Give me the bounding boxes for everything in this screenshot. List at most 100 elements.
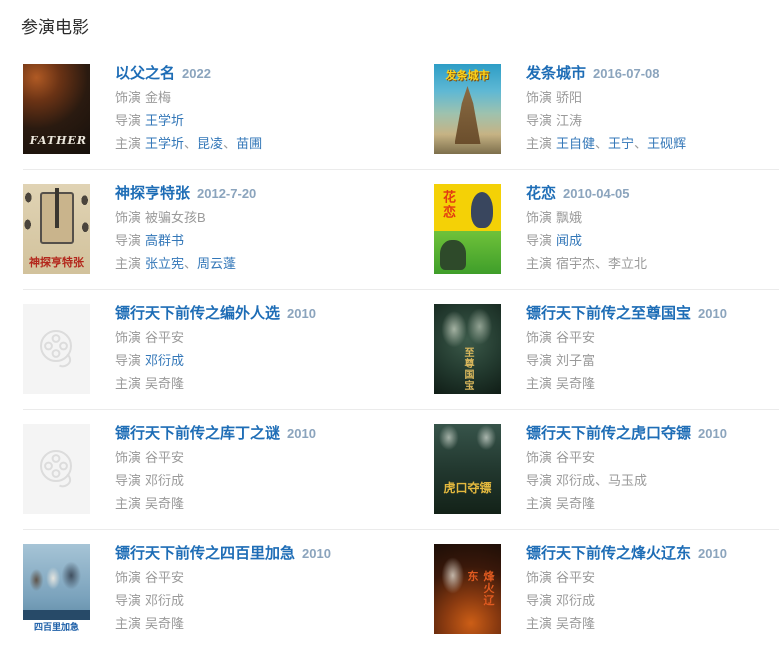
director-name: 邓衍成: [556, 593, 596, 608]
movie-poster[interactable]: 花恋: [434, 184, 501, 274]
movie-info: 镖行天下前传之编外人选 2010 饰演 谷平安 导演 邓衍成 主演 吴奇隆: [115, 304, 434, 394]
star-name-link[interactable]: 王自健: [556, 136, 596, 151]
movie-info: 神探亨特张 2012-7-20 饰演 被骗女孩B 导演 高群书 主演 张立宪、周云蓬: [115, 184, 434, 274]
movie-poster[interactable]: [23, 304, 90, 394]
movie-info: 镖行天下前传之虎口夺镖 2010 饰演 谷平安 导演 邓衍成、马玉成 主演 吴奇隆: [526, 424, 779, 514]
movie-row: 镖行天下前传之编外人选 2010 饰演 谷平安 导演 邓衍成 主演 吴奇隆 至尊国宝 镖…: [23, 290, 779, 410]
poster-caption: 四百里加急: [33, 622, 79, 632]
role-name: 谷平安: [145, 450, 185, 465]
movie-card: 镖行天下前传之库丁之谜 2010 饰演 谷平安 导演 邓衍成 主演 吴奇隆: [23, 424, 434, 514]
movie-title-link[interactable]: 镖行天下前传之编外人选: [115, 305, 281, 322]
director-label: 导演: [526, 353, 553, 368]
director-line: 导演 邓衍成、马玉成: [526, 473, 779, 489]
movie-poster[interactable]: FATHER: [23, 64, 90, 154]
role-label: 饰演: [115, 330, 142, 345]
star-name-link[interactable]: 苗圃: [236, 136, 263, 151]
starring-line: 主演 吴奇隆: [526, 376, 779, 392]
director-name: 刘子富: [556, 353, 596, 368]
role-line: 饰演 金梅: [115, 90, 434, 106]
movie-poster[interactable]: 发条城市: [434, 64, 501, 154]
director-line: 导演 江涛: [526, 113, 779, 129]
star-name: 吴奇隆: [556, 376, 596, 391]
role-name: 金梅: [145, 90, 172, 105]
movie-info: 镖行天下前传之四百里加急 2010 饰演 谷平安 导演 邓衍成 主演 吴奇隆: [115, 544, 434, 634]
role-line: 饰演 谷平安: [526, 450, 779, 466]
star-name-link[interactable]: 王学圻: [145, 136, 185, 151]
role-line: 饰演 骄阳: [526, 90, 779, 106]
star-name: 吴奇隆: [556, 616, 596, 631]
role-label: 饰演: [115, 90, 142, 105]
starring-line: 主演 吴奇隆: [115, 376, 434, 392]
role-label: 饰演: [526, 210, 553, 225]
star-name: 李立北: [608, 256, 648, 271]
film-reel-icon: [39, 450, 72, 488]
starring-label: 主演: [115, 496, 142, 511]
name-separator: 、: [595, 473, 609, 488]
role-name: 飘娥: [556, 210, 583, 225]
director-label: 导演: [526, 233, 553, 248]
movie-title-link[interactable]: 以父之名: [115, 65, 176, 82]
role-name: 谷平安: [145, 570, 185, 585]
director-name-link[interactable]: 邓衍成: [145, 353, 185, 368]
star-name-link[interactable]: 张立宪: [145, 256, 185, 271]
movie-date: 2012-7-20: [197, 186, 257, 201]
name-separator: 、: [595, 256, 609, 271]
movie-title-link[interactable]: 花恋: [526, 185, 557, 202]
director-name-link[interactable]: 闻成: [556, 233, 583, 248]
movie-poster[interactable]: 烽火辽东: [434, 544, 501, 634]
movie-poster[interactable]: 四百里加急: [23, 544, 90, 634]
director-name: 邓衍成: [145, 593, 185, 608]
name-separator: 、: [184, 256, 198, 271]
role-label: 饰演: [115, 210, 142, 225]
director-name: 马玉成: [608, 473, 648, 488]
starring-label: 主演: [526, 376, 553, 391]
role-name: 谷平安: [145, 330, 185, 345]
movie-title-link[interactable]: 镖行天下前传之烽火辽东: [526, 545, 692, 562]
star-name-link[interactable]: 王砚辉: [647, 136, 687, 151]
role-line: 饰演 谷平安: [526, 570, 779, 586]
movie-info: 镖行天下前传之烽火辽东 2010 饰演 谷平安 导演 邓衍成 主演 吴奇隆: [526, 544, 779, 634]
movie-poster[interactable]: [23, 424, 90, 514]
movie-row: 四百里加急 镖行天下前传之四百里加急 2010 饰演 谷平安 导演 邓衍成 主演 吴奇隆…: [23, 530, 779, 649]
starring-label: 主演: [526, 256, 553, 271]
star-name-link[interactable]: 王宁: [608, 136, 635, 151]
movie-card: 花恋 花恋 2010-04-05 饰演 飘娥 导演 闻成 主演 宿宇杰、李立北: [434, 184, 779, 274]
movie-title-link[interactable]: 镖行天下前传之至尊国宝: [526, 305, 692, 322]
movie-date: 2010-04-05: [563, 186, 630, 201]
star-name-link[interactable]: 昆凌: [197, 136, 224, 151]
movie-title-link[interactable]: 镖行天下前传之库丁之谜: [115, 425, 281, 442]
starring-line: 主演 王学圻、昆凌、苗圃: [115, 136, 434, 152]
movie-title-link[interactable]: 镖行天下前传之四百里加急: [115, 545, 296, 562]
movie-date: 2016-07-08: [593, 66, 660, 81]
director-name-link[interactable]: 王学圻: [145, 113, 185, 128]
starring-line: 主演 吴奇隆: [526, 616, 779, 632]
role-name: 谷平安: [556, 330, 596, 345]
movie-row: FATHER 以父之名 2022 饰演 金梅 导演 王学圻 主演 王学圻、昆凌、苗圃 发…: [23, 64, 779, 170]
director-label: 导演: [115, 593, 142, 608]
movie-title-link[interactable]: 发条城市: [526, 65, 587, 82]
star-name: 吴奇隆: [145, 376, 185, 391]
movie-title-link[interactable]: 神探亨特张: [115, 185, 191, 202]
movie-info: 镖行天下前传之至尊国宝 2010 饰演 谷平安 导演 刘子富 主演 吴奇隆: [526, 304, 779, 394]
movie-date: 2022: [182, 66, 211, 81]
movie-date: 2010: [287, 306, 316, 321]
movie-date: 2010: [698, 546, 727, 561]
starring-line: 主演 王自健、王宁、王砚辉: [526, 136, 779, 152]
director-line: 导演 高群书: [115, 233, 434, 249]
director-label: 导演: [526, 593, 553, 608]
star-name-link[interactable]: 周云蓬: [197, 256, 237, 271]
director-name: 江涛: [556, 113, 583, 128]
poster-caption: 至尊国宝: [462, 347, 473, 391]
movie-card: FATHER 以父之名 2022 饰演 金梅 导演 王学圻 主演 王学圻、昆凌、苗圃: [23, 64, 434, 154]
poster-caption: 虎口夺镖: [443, 481, 492, 495]
movie-title-link[interactable]: 镖行天下前传之虎口夺镖: [526, 425, 692, 442]
movie-card: 神探亨特张 神探亨特张 2012-7-20 饰演 被骗女孩B 导演 高群书 主演 张立宪…: [23, 184, 434, 274]
movie-poster[interactable]: 神探亨特张: [23, 184, 90, 274]
movie-poster[interactable]: 虎口夺镖: [434, 424, 501, 514]
movie-poster[interactable]: 至尊国宝: [434, 304, 501, 394]
director-name-link[interactable]: 高群书: [145, 233, 185, 248]
movie-card: 虎口夺镖 镖行天下前传之虎口夺镖 2010 饰演 谷平安 导演 邓衍成、马玉成 主演吴…: [434, 424, 779, 514]
star-name: 吴奇隆: [145, 616, 185, 631]
role-label: 饰演: [115, 450, 142, 465]
movie-info: 以父之名 2022 饰演 金梅 导演 王学圻 主演 王学圻、昆凌、苗圃: [115, 64, 434, 154]
